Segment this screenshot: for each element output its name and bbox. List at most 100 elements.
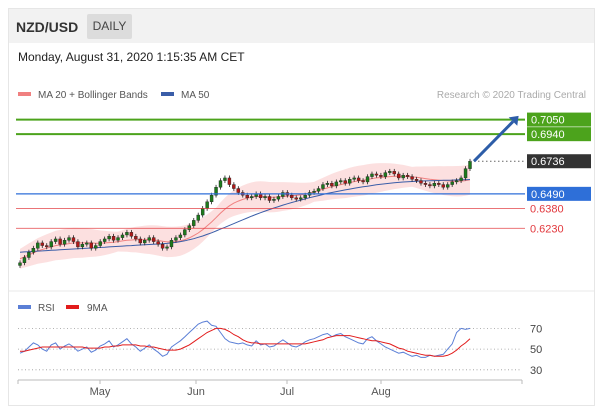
candle-body [454, 180, 459, 183]
candle-body [321, 184, 325, 189]
timeframe-badge[interactable]: DAILY [87, 14, 132, 39]
candle-body [49, 241, 53, 248]
candle-body [143, 240, 147, 244]
candle-body [263, 196, 267, 199]
candle-body [236, 188, 241, 193]
candle-body [352, 177, 356, 180]
candle-body [330, 183, 334, 187]
candle-body [183, 229, 187, 236]
x-tick-label: Jul [280, 386, 294, 398]
candle-body [437, 183, 441, 185]
candle-body [27, 251, 31, 258]
candle-body [94, 245, 98, 249]
candle-body [62, 240, 67, 245]
ma9-legend-swatch [66, 305, 79, 309]
x-tick-label: May [90, 386, 111, 398]
candle-body [71, 237, 76, 242]
candle-body [334, 181, 339, 187]
candle-body [414, 179, 419, 181]
support-level-label: 0.6230 [530, 223, 564, 235]
timestamp: Monday, August 31, 2020 1:15:35 AM CET [18, 50, 245, 64]
candle-body [209, 194, 214, 203]
candle-body [459, 177, 463, 181]
candle-body [89, 242, 93, 249]
candle-body [468, 161, 472, 169]
price-levels: 0.7050 0.6940 0.6736 0.6490 0.6380 0.6230 [16, 112, 591, 235]
candle-body [218, 180, 223, 188]
target-level-label: 0.7050 [531, 115, 565, 127]
candle-body [379, 175, 383, 177]
candle-body [446, 184, 450, 188]
candle-body [227, 177, 232, 185]
candle-body [298, 197, 303, 200]
candle-body [214, 187, 218, 196]
candle-body [80, 244, 85, 248]
candle-body [134, 236, 138, 240]
candle-body [98, 241, 102, 246]
candle-body [18, 262, 22, 266]
candle-body [160, 244, 165, 249]
candle-body [107, 236, 111, 240]
ma50-legend-label: MA 50 [181, 90, 210, 101]
candle-body [343, 180, 347, 184]
ma20-legend-swatch [18, 92, 31, 96]
pivot-level-tag [527, 186, 591, 201]
candle-body [374, 173, 379, 176]
candle-body [441, 184, 445, 188]
candle-body [397, 173, 401, 179]
candle-body [22, 257, 27, 264]
rsi-ma-line [20, 327, 471, 357]
candle-body [53, 238, 58, 242]
candle-body [423, 183, 428, 185]
last-price-label: 0.6736 [531, 156, 565, 168]
target-level-tag [527, 112, 591, 127]
x-tick-label: Jun [187, 386, 205, 398]
candle-body [392, 171, 396, 175]
candle-body [151, 237, 156, 242]
rsi-legend-label: RSI [38, 303, 55, 314]
rsi-tick-label: 70 [530, 323, 542, 335]
pivot-level-label: 0.6490 [531, 189, 565, 201]
candle-body [36, 242, 40, 249]
candle-body [267, 196, 272, 201]
candle-body [138, 238, 142, 244]
candle-body [147, 237, 151, 241]
candle-body [205, 201, 209, 209]
target-level-label: 0.6940 [531, 129, 565, 141]
x-tick-label: Aug [371, 386, 391, 398]
candle-body [401, 175, 405, 179]
candle-body [383, 172, 388, 177]
projection-arrow-head [508, 115, 519, 126]
ma20-legend-label: MA 20 + Bollinger Bands [38, 90, 148, 101]
candle-body [405, 175, 410, 177]
candle-body [223, 177, 227, 181]
candle-body [290, 194, 294, 199]
candle-body [45, 245, 49, 248]
projection-arrow-shaft [472, 120, 515, 163]
target-level-tag [527, 127, 591, 142]
candle-body [125, 232, 129, 236]
candle-body [111, 236, 116, 241]
candle-body [339, 180, 343, 183]
candle-body [85, 242, 89, 245]
candle-body [312, 190, 316, 193]
candle-body [196, 214, 200, 221]
candle-body [187, 225, 192, 230]
candle-body [303, 194, 307, 199]
rsi-tick-label: 30 [530, 365, 542, 377]
rsi-legend-swatch [18, 305, 31, 309]
candle-body [348, 179, 352, 184]
candle-body [156, 241, 160, 245]
candle-body [281, 192, 285, 197]
candle-body [294, 197, 298, 200]
candle-body [120, 234, 125, 238]
x-axis: May Jun Jul Aug [17, 380, 523, 398]
price-plot [18, 158, 472, 269]
candle-body [116, 237, 120, 241]
ma9-legend-label: 9MA [87, 303, 108, 314]
candle-body [272, 198, 276, 201]
candle-body [388, 171, 392, 173]
candle-body [356, 177, 361, 181]
candle-body [361, 180, 365, 183]
candle-body [169, 240, 174, 248]
